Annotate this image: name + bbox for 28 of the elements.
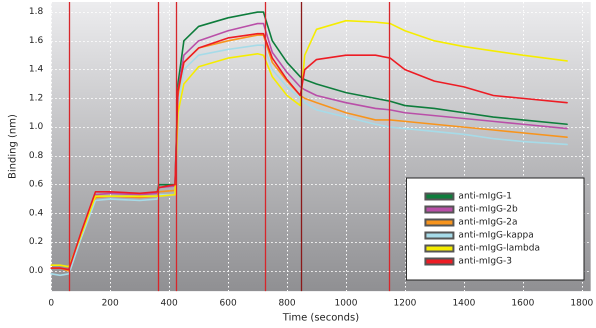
y-axis-title: Binding (nm) xyxy=(8,114,18,179)
y-tick-label: 0.6 xyxy=(28,180,44,190)
legend-label: anti-mIgG-lambda xyxy=(458,244,540,254)
x-tick-label: 0 xyxy=(48,298,54,309)
y-tick-label: 0.4 xyxy=(28,208,44,218)
y-tick-label: 1.6 xyxy=(28,36,44,46)
x-tick-label: 800 xyxy=(278,298,296,309)
x-tick-label: 1200 xyxy=(393,298,417,309)
legend-label: anti-mIgG-3 xyxy=(458,256,512,266)
legend-label: anti-mIgG-1 xyxy=(458,192,512,202)
x-tick-label: 1600 xyxy=(511,298,535,309)
y-tick-label: 1.0 xyxy=(28,122,44,132)
y-tick-label: 1.2 xyxy=(28,93,44,104)
x-tick-label: 200 xyxy=(102,298,120,309)
x-axis-title: Time (seconds) xyxy=(282,312,360,324)
legend-label: anti-mIgG-kappa xyxy=(458,230,534,240)
legend-label: anti-mIgG-2a xyxy=(458,218,518,228)
x-tick-label: 400 xyxy=(160,298,178,309)
x-tick-label: 1800 xyxy=(570,298,594,309)
y-tick-label: 1.4 xyxy=(28,64,44,75)
legend-label: anti-mIgG-2b xyxy=(458,204,518,214)
y-tick-label: 0.8 xyxy=(28,150,44,161)
y-tick-label: 1.8 xyxy=(28,7,44,18)
y-tick-label: 0.0 xyxy=(28,266,44,276)
x-tick-label: 1400 xyxy=(452,298,476,309)
x-tick-label: 600 xyxy=(219,298,237,309)
y-tick-label: 0.2 xyxy=(28,237,44,248)
x-tick-label: 1000 xyxy=(334,298,358,309)
